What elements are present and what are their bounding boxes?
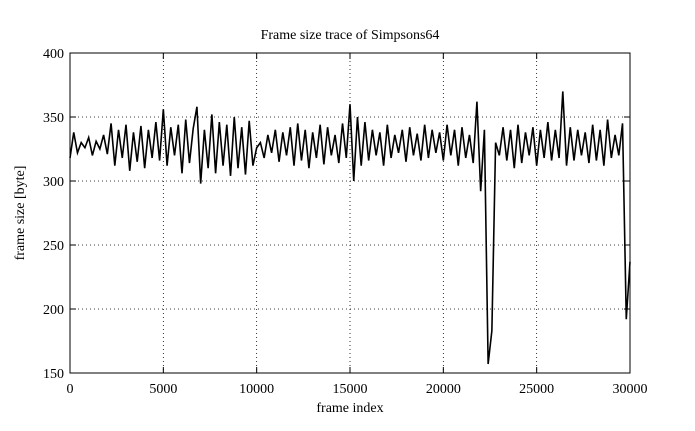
x-tick-label: 20000	[426, 382, 461, 397]
y-tick-label: 150	[43, 367, 64, 382]
y-tick-label: 250	[43, 239, 64, 254]
x-tick-label: 30000	[613, 382, 648, 397]
y-axis-label: frame size [byte]	[13, 166, 28, 261]
data-line	[69, 91, 631, 365]
x-tick-label: 10000	[239, 382, 274, 397]
y-tick-label: 350	[43, 111, 64, 126]
y-tick-label: 400	[43, 47, 64, 62]
chart-title: Frame size trace of Simpsons64	[261, 28, 440, 43]
x-tick-label: 25000	[519, 382, 554, 397]
x-tick-label: 5000	[149, 382, 177, 397]
x-axis-label: frame index	[316, 401, 383, 416]
x-tick-label: 0	[67, 382, 74, 397]
y-tick-label: 200	[43, 303, 64, 318]
y-tick-label: 300	[43, 175, 64, 190]
x-tick-label: 15000	[333, 382, 368, 397]
